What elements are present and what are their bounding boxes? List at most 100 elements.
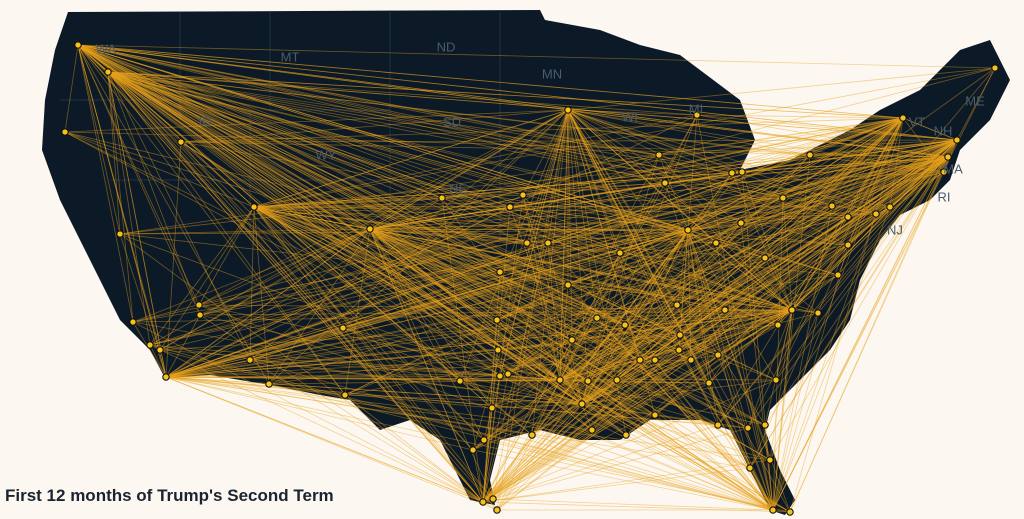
route-line — [369, 67, 996, 230]
route-line — [165, 376, 474, 451]
route-line — [559, 349, 680, 381]
route-line — [253, 206, 501, 377]
route-line — [567, 109, 681, 336]
route-line — [165, 274, 839, 378]
route-line — [253, 206, 528, 244]
route-line — [107, 71, 493, 409]
route-line — [107, 71, 689, 231]
route-line — [567, 109, 656, 416]
route-line — [717, 354, 774, 511]
route-line — [107, 71, 791, 513]
route-line — [482, 271, 501, 503]
airport-dot — [834, 271, 842, 279]
route-line — [64, 131, 949, 158]
route-line — [507, 117, 904, 375]
route-line — [77, 44, 627, 436]
route-line — [567, 109, 598, 319]
route-line — [772, 206, 891, 511]
route-line — [77, 44, 733, 174]
route-line — [441, 197, 689, 231]
route-line — [369, 216, 849, 230]
route-line — [581, 403, 791, 513]
route-line — [107, 71, 958, 141]
route-line — [107, 71, 749, 429]
route-line — [119, 139, 958, 235]
route-line — [616, 229, 689, 381]
route-line — [483, 439, 774, 511]
us-landmass — [42, 10, 1010, 515]
route-line — [696, 114, 949, 158]
route-line — [531, 139, 958, 436]
route-line — [199, 314, 484, 503]
route-line — [482, 429, 593, 503]
route-line — [253, 206, 474, 451]
airport-dot — [761, 254, 769, 262]
route-line — [497, 139, 958, 351]
route-line — [77, 44, 743, 173]
route-line — [472, 449, 484, 503]
airport-dot — [940, 168, 948, 176]
route-line — [581, 117, 904, 405]
route-line — [77, 44, 656, 361]
route-line — [77, 44, 666, 184]
route-line — [690, 117, 904, 361]
airport-dot — [675, 346, 683, 354]
route-line — [531, 109, 569, 436]
route-line — [132, 228, 371, 323]
route-line — [180, 141, 484, 503]
airport-dot — [712, 239, 720, 247]
route-line — [369, 228, 484, 503]
route-line — [581, 229, 689, 405]
airport-dot — [504, 370, 512, 378]
route-line — [581, 379, 618, 405]
route-line — [559, 379, 656, 416]
route-line — [107, 71, 904, 119]
route-line — [687, 229, 771, 461]
route-line — [625, 156, 949, 436]
route-line — [581, 171, 945, 405]
route-line — [165, 324, 779, 378]
route-line — [522, 194, 561, 381]
route-line — [581, 154, 660, 405]
route-line — [165, 205, 833, 378]
route-line — [249, 359, 484, 503]
route-line — [77, 44, 719, 356]
route-line — [253, 206, 678, 306]
route-line — [165, 376, 771, 461]
route-line — [581, 139, 958, 405]
route-line — [77, 44, 777, 381]
route-line — [482, 154, 660, 503]
route-line — [772, 171, 945, 511]
route-line — [531, 379, 561, 436]
route-line — [581, 403, 751, 469]
route-line — [107, 71, 698, 116]
route-line — [522, 117, 904, 196]
route-line — [77, 44, 958, 141]
route-line — [253, 206, 561, 381]
route-line — [107, 71, 583, 405]
route-line — [64, 109, 569, 133]
state-label: WI — [622, 109, 638, 124]
route-line — [676, 117, 904, 306]
route-line — [492, 498, 774, 511]
state-label: NH — [934, 123, 953, 138]
route-line — [654, 414, 774, 511]
route-line — [77, 44, 774, 511]
route-line — [567, 284, 774, 511]
route-line — [741, 156, 949, 173]
route-line — [165, 228, 371, 378]
route-line — [571, 309, 793, 341]
route-line — [531, 229, 689, 436]
route-line — [369, 228, 573, 341]
route-line — [344, 139, 958, 396]
route-line — [731, 117, 904, 174]
route-line — [740, 139, 958, 224]
route-line — [149, 344, 561, 381]
route-line — [253, 206, 680, 351]
airport-dot — [616, 249, 624, 257]
route-line — [678, 156, 949, 351]
airports — [61, 41, 999, 516]
route-line — [581, 154, 811, 405]
route-line — [483, 109, 569, 441]
route-line — [581, 380, 589, 405]
